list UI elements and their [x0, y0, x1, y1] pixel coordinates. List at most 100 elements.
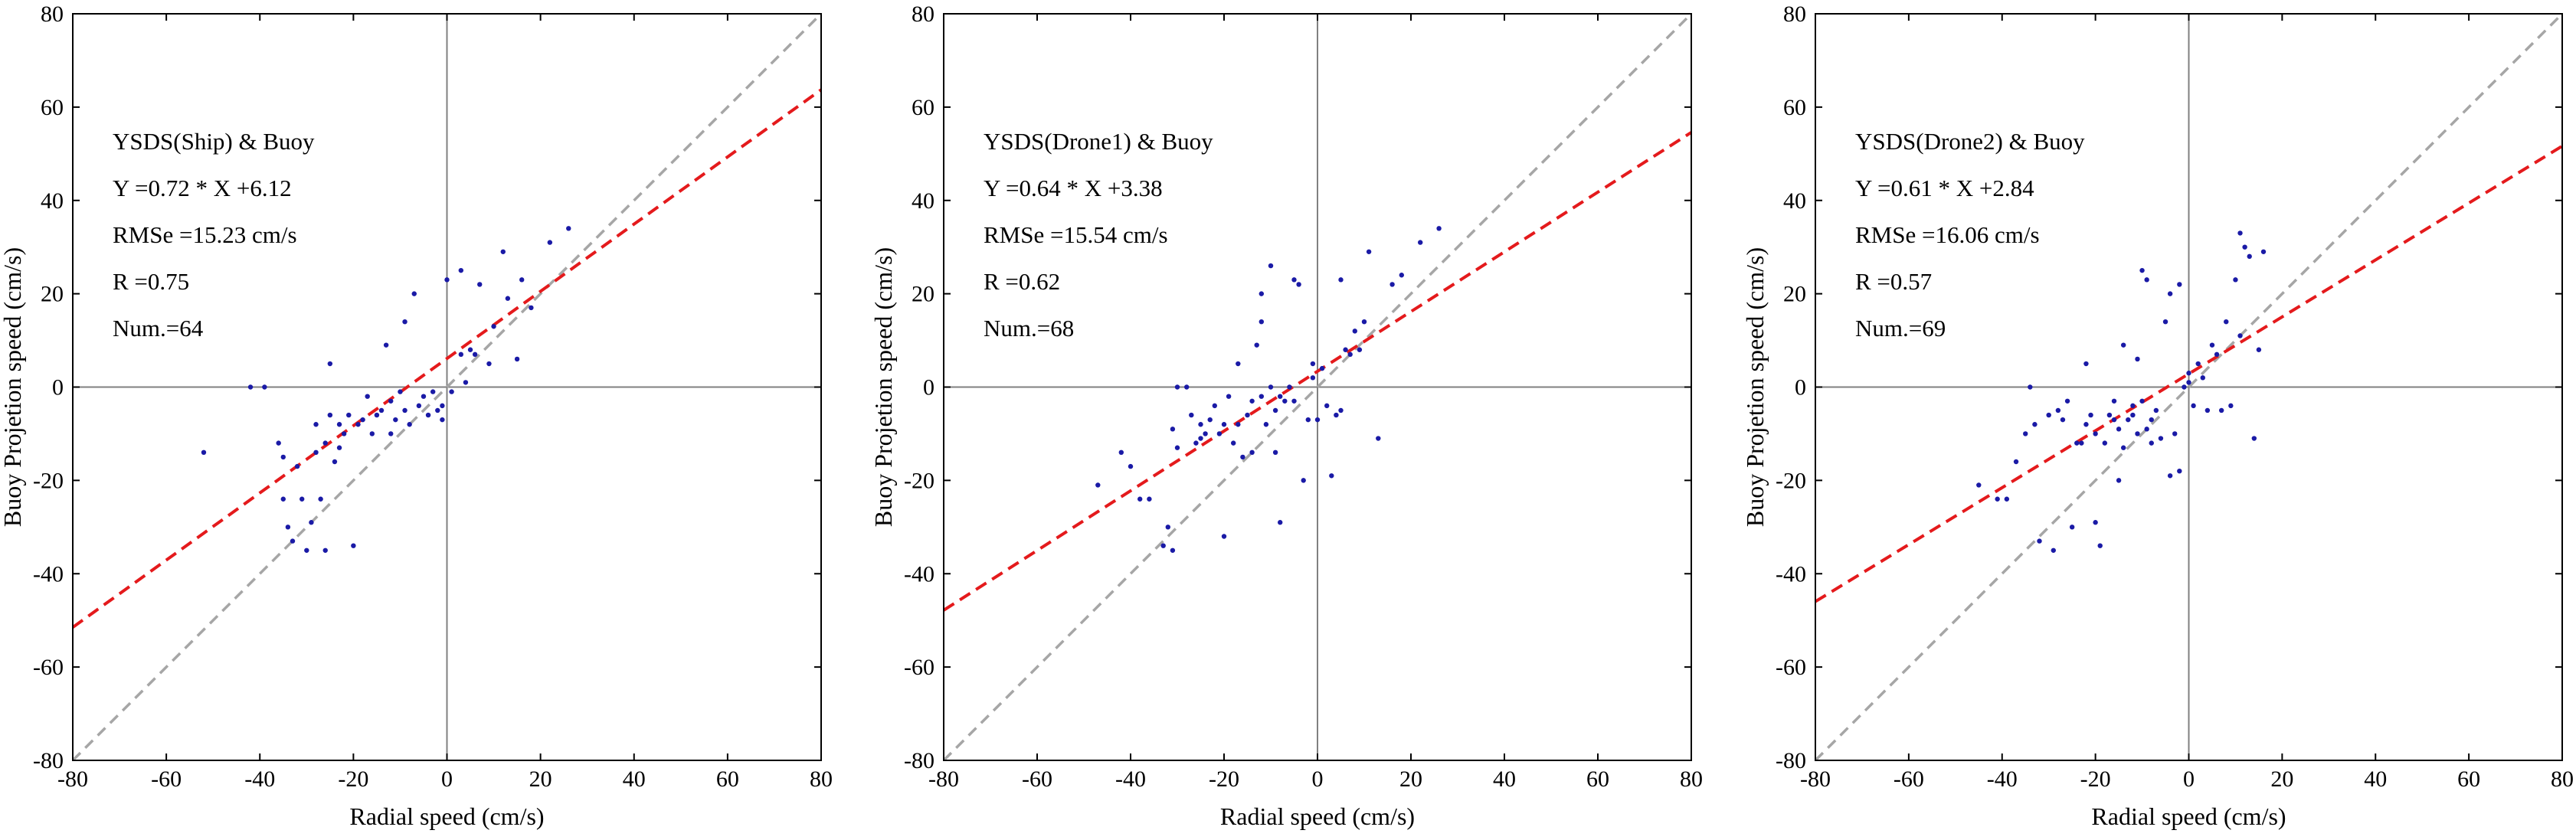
- data-point: [2237, 230, 2243, 236]
- data-point: [1329, 473, 1334, 479]
- x-tick-label: -40: [1987, 766, 2018, 792]
- y-tick-label: -20: [33, 468, 64, 493]
- y-tick-label: 80: [1783, 2, 1806, 27]
- data-point: [2032, 422, 2038, 427]
- data-point: [1287, 384, 1292, 390]
- data-point: [280, 454, 286, 460]
- data-point: [2186, 371, 2191, 376]
- data-point: [1995, 496, 2000, 502]
- data-point: [336, 445, 342, 450]
- data-point: [1221, 534, 1227, 539]
- data-point: [1334, 412, 1339, 418]
- data-point: [1366, 249, 1372, 254]
- stats-annotation: R =0.75: [113, 268, 189, 295]
- data-point: [327, 361, 333, 367]
- x-tick-label: -20: [1209, 766, 1239, 792]
- data-point: [318, 496, 323, 502]
- data-point: [430, 389, 436, 394]
- y-axis-label: Buoy Projetion speed (cm/s): [1741, 247, 1769, 527]
- stats-annotation: Y =0.64 * X +3.38: [984, 175, 1163, 201]
- x-tick-label: -20: [2080, 766, 2111, 792]
- data-point: [1147, 496, 1152, 502]
- chart-panel-drone1: -80 -60 -40 -20 0 20 40 60 80 -80 -60 -40 -20 0 20 40 60…: [869, 2, 1703, 830]
- data-point: [2228, 403, 2234, 409]
- x-tick-label: 20: [1399, 766, 1422, 792]
- data-point: [2139, 267, 2145, 273]
- data-point: [1418, 240, 1423, 245]
- y-tick-label: -60: [1776, 655, 1806, 680]
- data-point: [1160, 543, 1166, 548]
- data-point: [369, 431, 375, 436]
- data-point: [1389, 282, 1395, 287]
- regression-line: [944, 131, 1691, 612]
- data-point: [1249, 398, 1255, 404]
- chart-panel-ship: -80 -60 -40 -20 0 20 40 60 80 -80 -60 -40 -20 0 20 40 60…: [0, 2, 833, 830]
- data-point: [322, 440, 328, 446]
- data-point: [1296, 282, 1301, 287]
- y-axis-label: Buoy Projetion speed (cm/s): [869, 247, 897, 527]
- y-tick-label: 40: [41, 188, 64, 214]
- data-point: [2209, 342, 2215, 348]
- data-point: [1291, 398, 1297, 404]
- y-tick-label: -60: [904, 655, 934, 680]
- data-point: [1319, 365, 1325, 371]
- data-point: [2162, 319, 2168, 325]
- data-point: [388, 431, 394, 436]
- data-point: [378, 407, 385, 413]
- x-tick-label: 0: [441, 766, 453, 792]
- data-point: [2111, 398, 2117, 404]
- data-point: [304, 547, 309, 553]
- data-point: [2064, 398, 2070, 404]
- y-tick-label: 20: [1783, 282, 1806, 307]
- data-point: [1272, 407, 1278, 413]
- y-tick-label: -40: [33, 561, 64, 587]
- data-point: [411, 291, 417, 296]
- data-point: [2037, 538, 2042, 544]
- data-point: [2247, 253, 2252, 260]
- data-point: [294, 463, 300, 469]
- data-point: [2028, 384, 2033, 390]
- data-point: [2177, 282, 2182, 287]
- data-point: [1301, 478, 1306, 483]
- x-tick-label: -60: [151, 766, 182, 792]
- data-point: [1193, 440, 1199, 446]
- x-tick-label: 40: [623, 766, 646, 792]
- data-point: [529, 305, 534, 311]
- data-point: [2069, 525, 2075, 530]
- data-point: [388, 398, 394, 404]
- data-point: [1376, 436, 1381, 441]
- data-point: [2218, 407, 2224, 413]
- data-point: [309, 520, 314, 525]
- data-point: [1343, 347, 1348, 352]
- data-point: [365, 394, 370, 399]
- y-tick-label: 20: [912, 282, 934, 307]
- y-tick-label: -80: [904, 748, 934, 773]
- data-point: [290, 538, 296, 544]
- stats-annotation: Num.=68: [984, 315, 1074, 342]
- x-tick-label: -80: [1800, 766, 1831, 792]
- data-point: [425, 412, 431, 418]
- data-point: [313, 449, 319, 456]
- data-point: [1226, 394, 1232, 399]
- y-tick-label: -20: [1776, 468, 1806, 493]
- data-point: [477, 282, 483, 287]
- x-tick-label: -60: [1894, 766, 1924, 792]
- data-point: [2130, 403, 2136, 409]
- data-point: [2126, 417, 2131, 423]
- x-tick-label: 20: [529, 766, 552, 792]
- data-point: [346, 412, 352, 418]
- data-point: [2079, 440, 2084, 446]
- data-point: [336, 422, 342, 427]
- data-point: [2135, 356, 2140, 362]
- x-tick-label: 40: [1493, 766, 1516, 792]
- x-tick-label: -40: [1115, 766, 1146, 792]
- data-point: [407, 422, 412, 427]
- data-point: [1259, 319, 1265, 325]
- data-point: [262, 384, 267, 390]
- data-point: [2195, 361, 2201, 367]
- data-point: [2224, 319, 2229, 325]
- x-tick-label: -40: [244, 766, 275, 792]
- data-point: [1207, 417, 1213, 423]
- y-tick-label: 60: [1783, 95, 1806, 120]
